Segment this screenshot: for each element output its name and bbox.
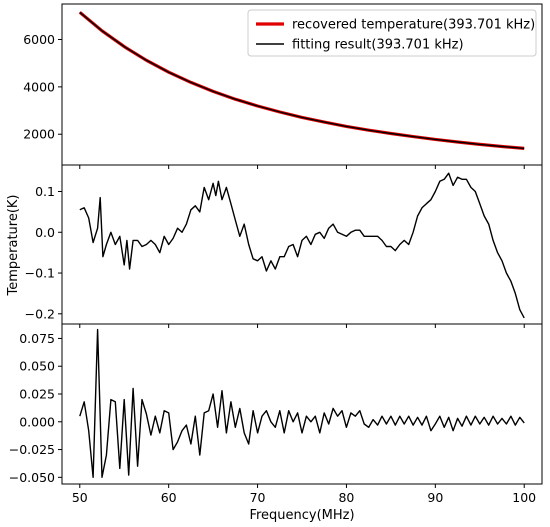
panel-2: −0.2 −0.1 0.0 0.1 — [25, 164, 543, 328]
panel-3-y-tick-label: −0.050 — [9, 470, 55, 485]
panel-2-y-tick-label: −0.2 — [25, 306, 55, 321]
panel-2-y-tick-label: 0.0 — [35, 225, 55, 240]
legend-label-1: recovered temperature(393.701 kHz) — [292, 18, 535, 33]
legend-box — [247, 9, 537, 57]
panel-1-series-line-2 — [79, 11, 525, 150]
x-axis: 50 60 70 80 90 100 — [72, 490, 536, 505]
y-axis-label: Temperature(K) — [6, 194, 21, 296]
panel-3-y-tick-label: −0.025 — [9, 442, 55, 457]
panel-1-y-tick-label: 2000 — [23, 127, 55, 142]
panel-3-y-tick-label: 0.025 — [19, 387, 55, 402]
panel-1: 2000 4000 6000 — [23, 3, 543, 169]
panel-1-y-tick-label: 4000 — [23, 79, 55, 94]
panel-1-y-tick-label: 6000 — [23, 32, 55, 47]
x-tick-label: 60 — [161, 490, 177, 505]
x-axis-label: Frequency(MHz) — [249, 508, 354, 523]
x-tick-label: 80 — [338, 490, 354, 505]
panels: 2000 4000 6000 −0.2 −0.1 0.0 0.1 −0.050 −0.025 0.… — [9, 3, 543, 488]
legend: recovered temperature(393.701 kHz) fittin… — [247, 9, 537, 57]
panel-3-series-line-1 — [79, 328, 525, 478]
x-tick-label: 100 — [512, 490, 536, 505]
x-tick-label: 50 — [72, 490, 88, 505]
panel-3-y-tick-label: 0.075 — [19, 331, 55, 346]
panel-3: −0.050 −0.025 0.000 0.025 0.050 0.075 — [9, 323, 543, 488]
panel-2-series-line-1 — [79, 172, 525, 319]
x-tick-label: 70 — [250, 490, 266, 505]
panel-2-y-tick-label: −0.1 — [25, 266, 55, 281]
panel-3-y-tick-label: 0.050 — [19, 359, 55, 374]
x-tick-label: 90 — [427, 490, 443, 505]
panel-3-frame — [61, 323, 543, 485]
legend-label-2: fitting result(393.701 kHz) — [292, 38, 464, 53]
panel-2-y-tick-label: 0.1 — [35, 184, 55, 199]
panel-3-y-tick-label: 0.000 — [19, 414, 55, 429]
